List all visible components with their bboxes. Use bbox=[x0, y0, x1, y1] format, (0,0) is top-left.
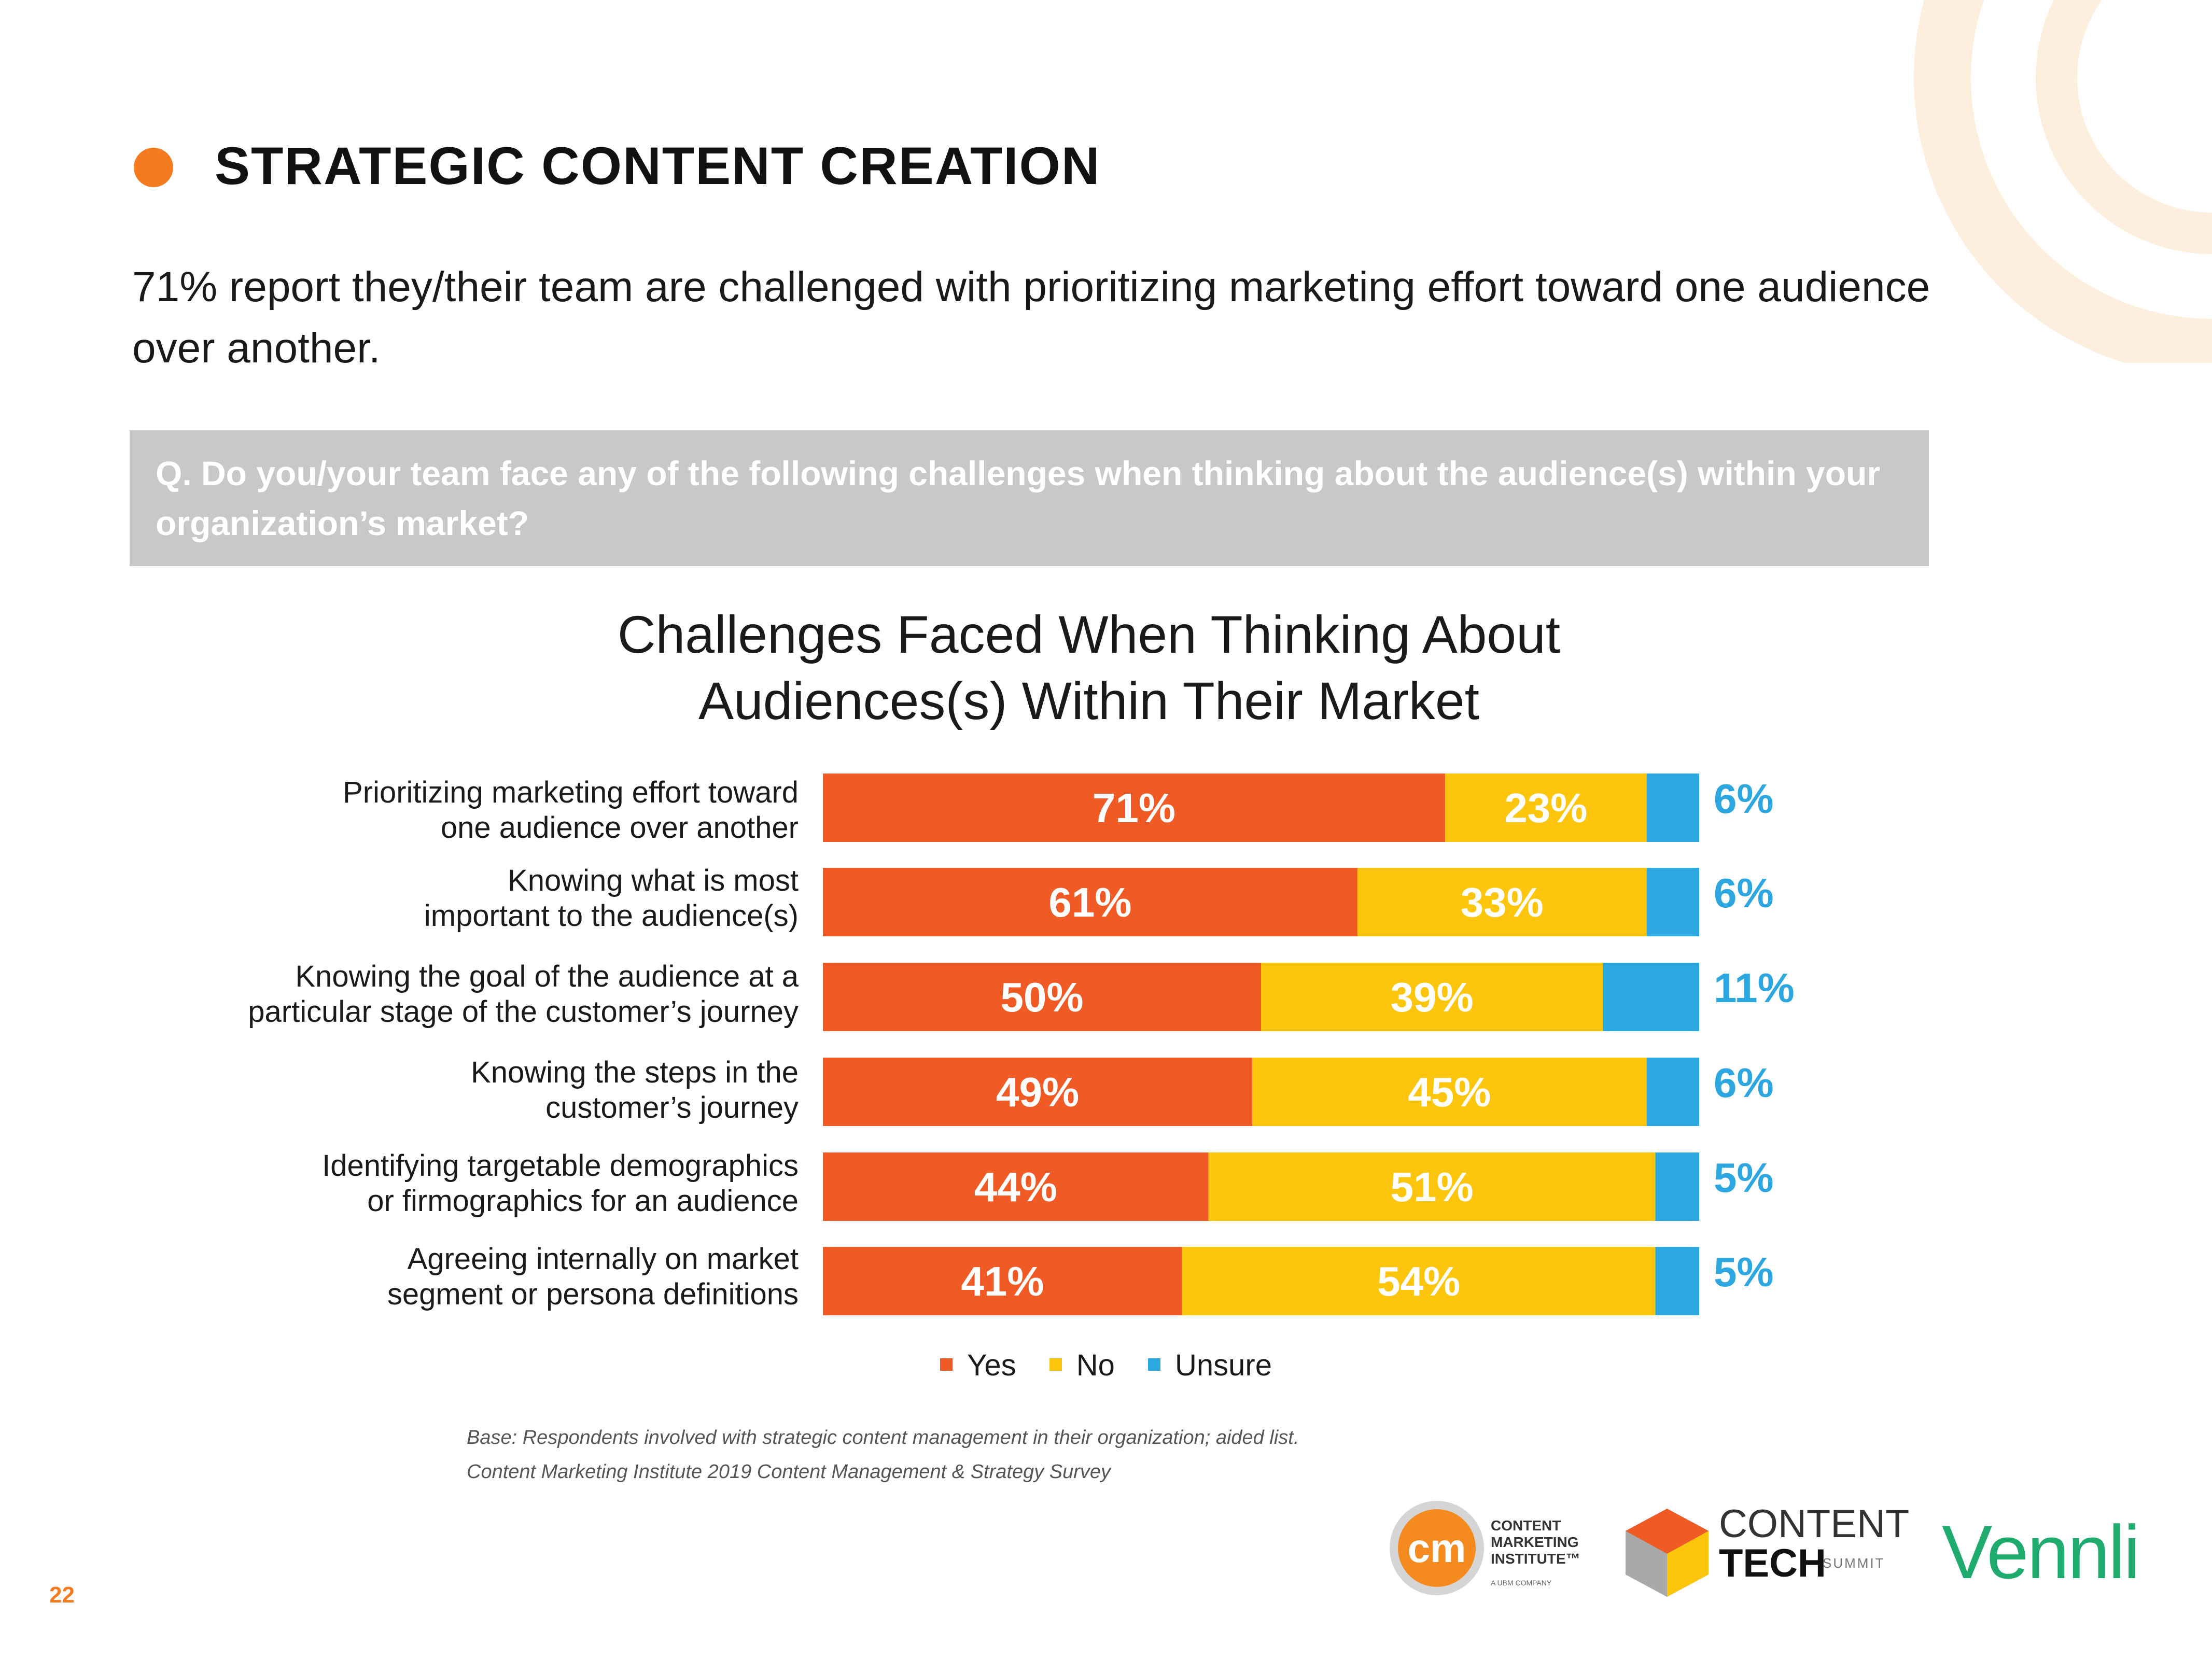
data-label-no: 33% bbox=[1461, 879, 1544, 925]
data-label-unsure: 6% bbox=[1714, 870, 1774, 916]
bar-segment-yes bbox=[823, 1152, 1209, 1221]
data-label-unsure: 5% bbox=[1714, 1249, 1774, 1295]
footnote-source: Content Marketing Institute 2019 Content… bbox=[467, 1461, 1111, 1483]
decorative-arcs bbox=[1914, 0, 2212, 363]
bar-segment-unsure bbox=[1655, 1247, 1699, 1315]
legend-item-unsure: Unsure bbox=[1148, 1348, 1272, 1383]
bar-segment-unsure bbox=[1655, 1152, 1699, 1221]
bar-segment-yes bbox=[823, 1247, 1182, 1315]
data-label-unsure: 11% bbox=[1714, 965, 1795, 1011]
data-label-no: 51% bbox=[1390, 1164, 1473, 1210]
data-label-no: 23% bbox=[1504, 785, 1587, 831]
bar-segment-no bbox=[1445, 774, 1647, 842]
content-tech-logo: CONTENT TECH SUMMIT bbox=[1618, 1503, 1909, 1602]
orange-circle-bullet-icon bbox=[134, 148, 173, 187]
bar-segment-yes bbox=[823, 868, 1357, 936]
legend-swatch-icon bbox=[940, 1358, 953, 1371]
page-title: STRATEGIC CONTENT CREATION bbox=[215, 136, 1101, 195]
legend-item-yes: Yes bbox=[940, 1348, 1016, 1383]
bar-segment-yes bbox=[823, 1058, 1253, 1126]
bar-segment-no bbox=[1208, 1152, 1656, 1221]
category-label: Identifying targetable demographics or fi… bbox=[322, 1149, 799, 1218]
data-label-yes: 61% bbox=[1048, 879, 1131, 925]
bar-segment-unsure bbox=[1646, 774, 1699, 842]
footnote-base: Base: Respondents involved with strategi… bbox=[467, 1427, 1299, 1449]
bar-segment-unsure bbox=[1646, 868, 1699, 936]
bar-segment-no bbox=[1357, 868, 1647, 936]
cmi-logo: cm CONTENT MARKETING INSTITUTE™ A UBM CO… bbox=[1390, 1501, 1597, 1599]
data-label-yes: 44% bbox=[974, 1164, 1057, 1210]
category-label: Knowing the steps in the customer’s journ… bbox=[471, 1056, 799, 1124]
bar-segment-no bbox=[1261, 963, 1603, 1031]
data-label-no: 39% bbox=[1390, 974, 1473, 1020]
category-label: Knowing the goal of the audience at a par… bbox=[248, 960, 799, 1029]
bar-segment-unsure bbox=[1646, 1058, 1699, 1126]
bar-segment-unsure bbox=[1603, 963, 1699, 1031]
data-label-no: 54% bbox=[1377, 1258, 1460, 1304]
hexagon-cube-icon bbox=[1626, 1509, 1709, 1597]
data-label-unsure: 5% bbox=[1714, 1155, 1774, 1201]
data-label-yes: 41% bbox=[961, 1258, 1044, 1304]
bar-segment-no bbox=[1182, 1247, 1656, 1315]
legend-swatch-icon bbox=[1148, 1358, 1161, 1371]
bar-segment-yes bbox=[823, 774, 1445, 842]
chart-legend: Yes No Unsure bbox=[0, 1348, 2212, 1383]
data-label-unsure: 6% bbox=[1714, 776, 1774, 822]
legend-swatch-icon bbox=[1049, 1358, 1062, 1371]
question-box: Q. Do you/your team face any of the foll… bbox=[130, 430, 1929, 566]
data-label-no: 45% bbox=[1408, 1069, 1491, 1115]
vennli-logo: Vennli bbox=[1942, 1510, 2140, 1594]
data-label-unsure: 6% bbox=[1714, 1060, 1774, 1106]
category-label: Knowing what is most important to the aud… bbox=[424, 864, 799, 933]
page-number: 22 bbox=[49, 1582, 75, 1608]
bar-segment-yes bbox=[823, 963, 1261, 1031]
intro-text: 71% report they/their team are challenge… bbox=[132, 263, 1930, 372]
category-label: Prioritizing marketing effort toward one … bbox=[343, 776, 799, 845]
bar-segment-no bbox=[1252, 1058, 1647, 1126]
data-label-yes: 49% bbox=[996, 1069, 1079, 1115]
data-label-yes: 50% bbox=[1000, 974, 1083, 1020]
chart-title: Challenges Faced When Thinking About Aud… bbox=[617, 605, 1561, 730]
category-label: Agreeing internally on market segment or … bbox=[387, 1242, 799, 1311]
question-text: Q. Do you/your team face any of the foll… bbox=[156, 454, 1881, 542]
cmi-badge-icon: cm bbox=[1390, 1501, 1484, 1595]
data-label-yes: 71% bbox=[1093, 785, 1175, 831]
legend-item-no: No bbox=[1049, 1348, 1115, 1383]
